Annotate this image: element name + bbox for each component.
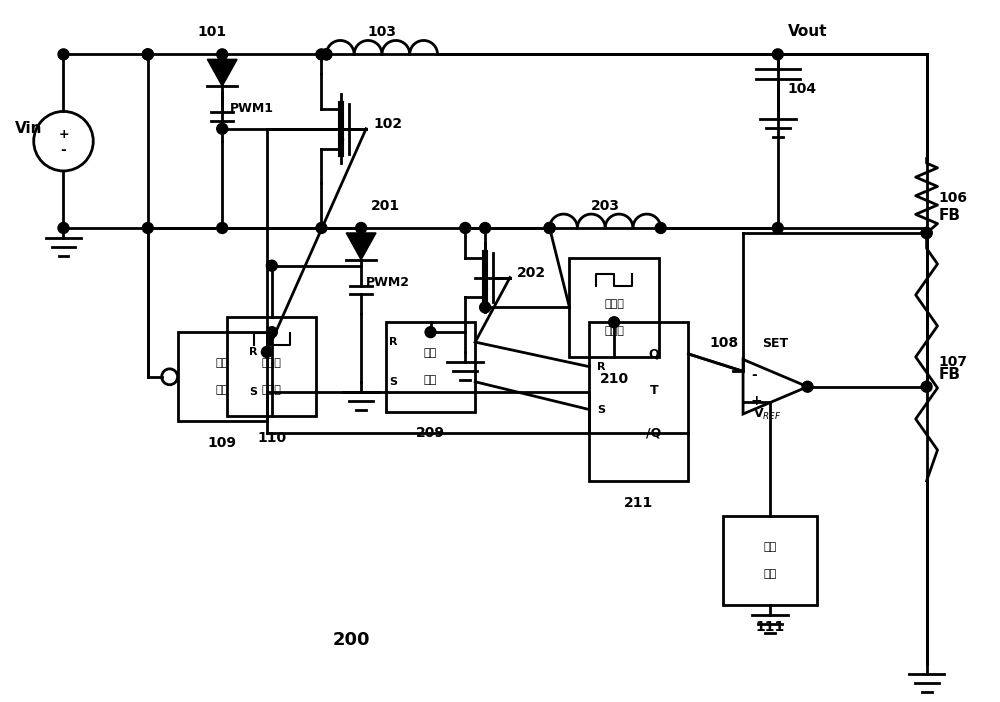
Circle shape xyxy=(921,381,932,392)
Text: PWM1: PWM1 xyxy=(230,102,274,115)
Text: 电源: 电源 xyxy=(764,542,777,552)
Text: 111: 111 xyxy=(756,620,785,634)
Text: Vout: Vout xyxy=(788,25,827,39)
Text: 参考: 参考 xyxy=(764,569,777,579)
Text: V$_{REF}$: V$_{REF}$ xyxy=(753,407,782,422)
Circle shape xyxy=(480,302,491,313)
Circle shape xyxy=(802,381,813,392)
Text: +: + xyxy=(751,394,763,408)
Circle shape xyxy=(261,347,272,357)
Text: 时电路: 时电路 xyxy=(604,298,624,309)
Text: Q: Q xyxy=(648,347,659,360)
Circle shape xyxy=(655,223,666,234)
Text: 驱动: 驱动 xyxy=(216,385,229,395)
Text: 203: 203 xyxy=(591,199,620,213)
Circle shape xyxy=(58,49,69,60)
Text: 110: 110 xyxy=(257,431,286,445)
Text: 209: 209 xyxy=(416,426,445,440)
Circle shape xyxy=(142,49,153,60)
Text: 106: 106 xyxy=(939,191,968,205)
Circle shape xyxy=(460,223,471,234)
Text: 107: 107 xyxy=(939,355,968,369)
Text: Vin: Vin xyxy=(15,121,43,136)
Text: 108: 108 xyxy=(709,336,738,350)
Circle shape xyxy=(58,223,69,234)
Text: SET: SET xyxy=(762,336,788,350)
Circle shape xyxy=(480,223,491,234)
Text: 103: 103 xyxy=(367,25,396,39)
Circle shape xyxy=(217,124,228,134)
Circle shape xyxy=(321,49,332,60)
Text: 200: 200 xyxy=(332,630,370,649)
Bar xyxy=(386,322,475,411)
Text: 202: 202 xyxy=(517,265,546,279)
Text: 104: 104 xyxy=(788,82,817,96)
Circle shape xyxy=(544,223,555,234)
Bar xyxy=(589,322,688,481)
Text: -: - xyxy=(751,368,757,382)
Circle shape xyxy=(316,223,327,234)
Text: 导通计: 导通计 xyxy=(262,385,282,395)
Text: R: R xyxy=(597,362,606,371)
Text: S: S xyxy=(597,404,605,415)
Bar xyxy=(227,317,316,416)
Polygon shape xyxy=(346,233,376,260)
Circle shape xyxy=(921,227,932,239)
Bar xyxy=(723,516,817,605)
Circle shape xyxy=(142,223,153,234)
Text: R: R xyxy=(249,347,258,357)
Bar xyxy=(178,332,267,421)
Text: S: S xyxy=(249,387,257,397)
Circle shape xyxy=(609,317,620,328)
Circle shape xyxy=(544,223,555,234)
Circle shape xyxy=(142,49,153,60)
Circle shape xyxy=(217,223,228,234)
Circle shape xyxy=(316,49,327,60)
Text: R: R xyxy=(389,337,397,347)
Circle shape xyxy=(217,49,228,60)
Text: 电路: 电路 xyxy=(424,348,437,358)
Text: 102: 102 xyxy=(373,117,402,131)
Text: S: S xyxy=(389,377,397,387)
Text: +: + xyxy=(58,128,69,140)
Text: PWM2: PWM2 xyxy=(366,276,410,289)
Text: /Q: /Q xyxy=(646,427,661,440)
Text: 109: 109 xyxy=(208,437,237,450)
Text: 101: 101 xyxy=(198,25,227,39)
Circle shape xyxy=(356,223,367,234)
Text: 201: 201 xyxy=(371,199,400,213)
Text: T: T xyxy=(649,384,658,397)
Circle shape xyxy=(266,326,277,338)
Circle shape xyxy=(321,49,332,60)
Text: 时电路: 时电路 xyxy=(262,358,282,368)
Text: 电路: 电路 xyxy=(216,358,229,368)
Text: FB: FB xyxy=(939,366,961,382)
Circle shape xyxy=(921,227,932,239)
Text: 导通计: 导通计 xyxy=(604,326,624,336)
Text: 210: 210 xyxy=(600,372,629,386)
Circle shape xyxy=(266,260,277,271)
Polygon shape xyxy=(207,60,237,86)
Text: -: - xyxy=(61,143,66,157)
Text: 驱动: 驱动 xyxy=(424,376,437,385)
Circle shape xyxy=(772,223,783,234)
Circle shape xyxy=(425,326,436,338)
Text: FB: FB xyxy=(939,208,961,223)
Text: 211: 211 xyxy=(624,496,654,510)
Circle shape xyxy=(772,49,783,60)
Bar xyxy=(569,258,659,357)
